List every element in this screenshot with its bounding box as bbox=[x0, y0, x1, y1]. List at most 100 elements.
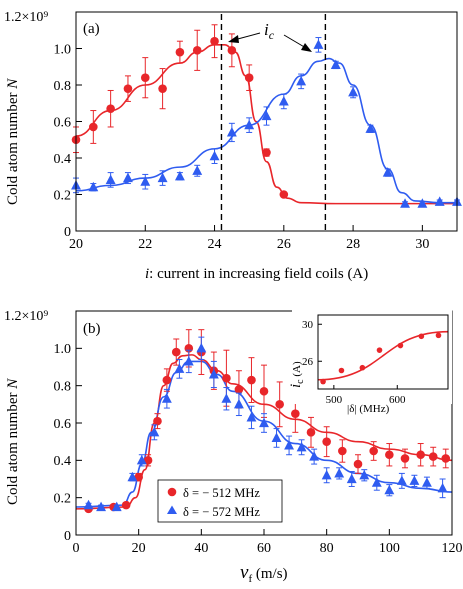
panel-a-label: (a) bbox=[83, 21, 100, 37]
b-xtick-label: 80 bbox=[320, 541, 334, 556]
inset-xlabel: |δ| (MHz) bbox=[347, 403, 390, 415]
b-xtick-label: 100 bbox=[379, 541, 400, 556]
b-blue-data-point bbox=[284, 439, 295, 450]
b-blue-data-point bbox=[183, 355, 194, 366]
b-blue-data-point bbox=[259, 417, 269, 428]
a-blue-data-point bbox=[382, 167, 393, 177]
a-blue-data-point bbox=[296, 75, 307, 86]
legend-label-red: δ = − 512 MHz bbox=[183, 486, 260, 500]
b-red-data-point bbox=[400, 454, 410, 463]
b-red-data-point bbox=[338, 446, 347, 456]
a-blue-data-point bbox=[313, 39, 324, 49]
b-ytick-label: 0.2 bbox=[54, 492, 72, 507]
b-ytick-label: 0 bbox=[64, 529, 71, 544]
inset-axes bbox=[317, 314, 449, 390]
b-xtick-label: 20 bbox=[132, 541, 146, 556]
inset-ylabel-text: (A) bbox=[291, 361, 303, 379]
b-red-data-point bbox=[171, 347, 181, 357]
b-red-data-point bbox=[121, 500, 131, 510]
a-red-data-point bbox=[158, 84, 167, 93]
a-ytick-label: 1.0 bbox=[54, 42, 72, 57]
inset-red-data-point bbox=[359, 364, 366, 371]
inset-plot: 500 600 26 30 |δ| (MHz) ic (A) bbox=[288, 308, 452, 415]
a-blue-data-point bbox=[278, 96, 289, 106]
inset-fit bbox=[317, 330, 449, 381]
b-blue-data-point bbox=[409, 475, 420, 485]
a-ytick-label: 0 bbox=[64, 225, 71, 240]
b-xtick-label: 120 bbox=[442, 541, 463, 556]
ic-arrow-right bbox=[283, 34, 307, 49]
a-red-data-point bbox=[227, 46, 237, 55]
a-blue-data-point bbox=[434, 196, 445, 206]
b-blue-data-point bbox=[161, 393, 172, 403]
panel-b-ylabel-text: Cold atom number bbox=[5, 389, 21, 505]
legend-label-blue: δ = − 572 MHz bbox=[183, 505, 260, 519]
panel-b-y-exponent: 1.2×10⁹ bbox=[4, 309, 48, 324]
b-blue-data-point bbox=[321, 469, 332, 480]
inset-red-data-point bbox=[418, 333, 425, 340]
ic-arrow-left-head bbox=[228, 35, 239, 43]
a-red-data-point bbox=[210, 36, 219, 46]
b-xtick-label: 40 bbox=[194, 541, 208, 556]
b-red-data-point bbox=[143, 456, 153, 465]
a-blue-data-point bbox=[400, 198, 410, 208]
b-blue-data-point bbox=[309, 451, 320, 461]
inset-red-data-point bbox=[435, 332, 442, 339]
b-blue-data-point bbox=[196, 342, 207, 353]
a-blue-data-point bbox=[174, 170, 185, 181]
a-blue-data-point bbox=[192, 165, 203, 175]
panel-a-xlabel: i: current in increasing field coils (A) bbox=[145, 266, 368, 282]
b-red-data-point bbox=[385, 450, 394, 460]
a-ytick-label: 0.4 bbox=[54, 152, 72, 167]
panel-a-data-marks bbox=[71, 24, 462, 208]
b-ytick-label: 0.4 bbox=[54, 454, 72, 469]
b-blue-data-point bbox=[437, 482, 448, 493]
inset-red-data-point bbox=[376, 347, 383, 353]
a-xtick-label: 30 bbox=[415, 237, 429, 252]
legend-marker-blue bbox=[167, 505, 177, 514]
b-red-data-point bbox=[134, 472, 143, 482]
panel-a-fits bbox=[75, 44, 457, 205]
b-red-data-point bbox=[259, 386, 269, 396]
b-blue-data-point bbox=[271, 432, 282, 442]
a-blue-data-point bbox=[226, 127, 237, 137]
a-blue-fit-curve bbox=[75, 57, 457, 204]
a-red-data-point bbox=[140, 73, 150, 82]
b-red-data-point bbox=[291, 409, 300, 418]
b-blue-data-point bbox=[111, 501, 122, 512]
inset-red-data-point bbox=[320, 378, 326, 385]
inset-ticks: 500 600 26 30 bbox=[302, 319, 406, 406]
b-red-data-point bbox=[247, 375, 256, 385]
inset-xtick-label: 600 bbox=[389, 394, 406, 406]
b-blue-data-point bbox=[384, 484, 395, 495]
a-red-data-point bbox=[279, 190, 289, 199]
legend-marker-red bbox=[167, 487, 177, 497]
a-blue-data-point bbox=[88, 181, 99, 192]
a-red-data-point bbox=[192, 46, 202, 55]
b-blue-data-point bbox=[396, 475, 407, 485]
b-red-data-point bbox=[306, 428, 316, 437]
panel-a-annotation-ic: ic bbox=[264, 20, 275, 42]
b-blue-fit-curve bbox=[75, 360, 453, 508]
panel-a-xlabel-var: i bbox=[145, 266, 149, 282]
b-blue-data-point bbox=[149, 426, 160, 437]
a-blue-data-point bbox=[123, 172, 133, 183]
inset-background bbox=[292, 308, 452, 404]
b-red-data-point bbox=[416, 450, 425, 460]
inset-ytick-label: 30 bbox=[302, 319, 314, 331]
panel-b-xlabel-var: v bbox=[240, 562, 249, 583]
a-ytick-label: 0.8 bbox=[54, 79, 72, 94]
panel-a-ylabel: Cold atom number N bbox=[5, 78, 21, 205]
b-blue-data-point bbox=[127, 471, 138, 482]
a-red-data-point bbox=[175, 47, 185, 57]
b-blue-data-point bbox=[208, 369, 219, 379]
panel-a-y-exponent: 1.2×10⁹ bbox=[4, 10, 48, 25]
inset-plot-frame bbox=[317, 314, 449, 390]
inset-xtick-label: 500 bbox=[326, 394, 343, 406]
inset-red-fit-curve bbox=[317, 330, 449, 381]
a-xtick-label: 28 bbox=[346, 237, 360, 252]
b-ytick-label: 0.8 bbox=[54, 380, 72, 395]
b-blue-data-point bbox=[334, 467, 345, 478]
a-blue-data-point bbox=[417, 198, 428, 208]
